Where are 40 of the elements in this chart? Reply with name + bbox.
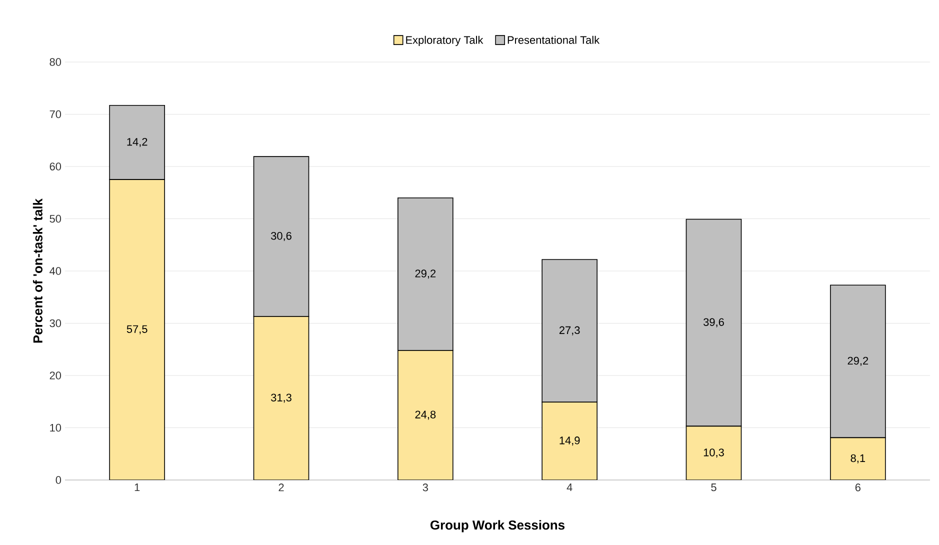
- y-tick-label: 50: [50, 214, 62, 223]
- y-tick-label: 20: [50, 372, 62, 380]
- data-label: 10,3: [704, 448, 724, 458]
- bar: [686, 426, 742, 480]
- bar: [542, 259, 598, 403]
- data-label: 8,1: [850, 454, 866, 464]
- y-tick-label: 70: [50, 110, 62, 118]
- y-tick-label: 0: [56, 476, 62, 484]
- bar: [542, 402, 598, 480]
- data-label: 14,2: [127, 138, 148, 147]
- bar: [398, 350, 454, 480]
- data-label: 14,9: [560, 436, 580, 446]
- x-tick-label: 5: [711, 484, 716, 492]
- x-tick-label: 1: [134, 484, 140, 492]
- data-label: 24,8: [415, 410, 436, 420]
- bar: [109, 179, 165, 480]
- y-tick-label: 40: [50, 267, 62, 275]
- data-label: 29,2: [848, 356, 868, 366]
- y-tick-label: 10: [50, 424, 62, 432]
- x-axis-title: Group Work Sessions: [430, 520, 564, 532]
- y-tick-label: 80: [50, 58, 62, 66]
- legend-label: Presentational Talk: [508, 36, 600, 44]
- x-tick-label: 3: [422, 484, 428, 492]
- y-tick-label: 60: [50, 162, 62, 170]
- bar: [686, 218, 742, 427]
- data-label: 39,6: [704, 318, 724, 328]
- data-label: 30,6: [271, 232, 292, 242]
- bar: [398, 197, 454, 351]
- bar: [830, 437, 886, 480]
- x-tick-label: 2: [278, 484, 284, 492]
- x-tick-label: 6: [855, 484, 860, 492]
- data-label: 27,3: [559, 326, 580, 336]
- bar: [253, 316, 310, 480]
- y-tick-label: 30: [50, 319, 62, 328]
- data-label: 57,5: [126, 325, 148, 334]
- y-axis-title: Percent of 'on-task' talk: [32, 198, 42, 343]
- data-label: 29,2: [415, 270, 436, 279]
- legend-label: Exploratory Talk: [406, 36, 484, 46]
- data-label: 31,3: [271, 394, 292, 403]
- x-tick-label: 4: [566, 484, 572, 492]
